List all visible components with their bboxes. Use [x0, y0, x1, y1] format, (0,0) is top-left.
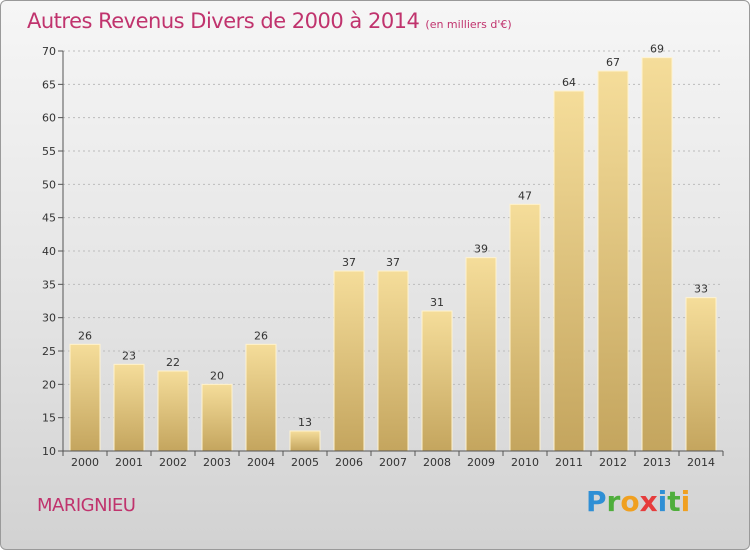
data-label: 37 — [386, 256, 400, 269]
data-label: 47 — [518, 189, 532, 202]
data-label: 23 — [122, 349, 136, 362]
logo-letter: r — [606, 485, 621, 518]
x-tick-label: 2002 — [159, 456, 187, 469]
bar — [245, 343, 277, 452]
logo-letter: i — [680, 485, 691, 518]
x-tick-label: 2012 — [599, 456, 627, 469]
y-tick-label: 45 — [42, 212, 56, 225]
logo-letter: P — [586, 485, 607, 518]
x-tick-label: 2001 — [115, 456, 143, 469]
bar — [157, 370, 189, 452]
y-tick-label: 55 — [42, 145, 56, 158]
x-tick-label: 2014 — [687, 456, 715, 469]
y-tick-label: 25 — [42, 345, 56, 358]
x-tick-label: 2008 — [423, 456, 451, 469]
y-tick-label: 40 — [42, 245, 56, 258]
x-tick-label: 2010 — [511, 456, 539, 469]
x-tick-label: 2006 — [335, 456, 363, 469]
logo-letter: i — [657, 485, 668, 518]
x-tick-label: 2007 — [379, 456, 407, 469]
bar — [641, 57, 673, 452]
y-tick-label: 35 — [42, 278, 56, 291]
data-label: 26 — [254, 329, 268, 342]
axes: 10 15 20 25 30 35 40 45 50 55 60 65 70 2000 2001 2002 20… — [42, 45, 724, 469]
data-label: 31 — [430, 296, 444, 309]
x-tick-label: 2005 — [291, 456, 319, 469]
data-label: 67 — [606, 56, 620, 69]
bar — [421, 310, 453, 452]
bar — [289, 430, 321, 452]
y-tick-label: 70 — [42, 45, 56, 58]
y-tick-label: 30 — [42, 312, 56, 325]
data-label: 13 — [298, 416, 312, 429]
data-label: 69 — [650, 43, 664, 56]
bar — [597, 70, 629, 452]
chart-unit: (en milliers d'€) — [425, 18, 512, 31]
x-tick-label: 2009 — [467, 456, 495, 469]
chart-title: Autres Revenus Divers de 2000 à 2014 — [27, 9, 420, 33]
data-label: 39 — [474, 243, 488, 256]
data-label: 33 — [694, 283, 708, 296]
y-tick-label: 10 — [42, 445, 56, 458]
x-tick-label: 2003 — [203, 456, 231, 469]
logo-letter: o — [620, 485, 640, 518]
data-label: 37 — [342, 256, 356, 269]
y-tick-label: 50 — [42, 178, 56, 191]
data-label: 22 — [166, 356, 180, 369]
proxiti-logo[interactable]: Proxiti — [586, 485, 690, 518]
y-tick-label: 65 — [42, 78, 56, 91]
y-tick-label: 15 — [42, 412, 56, 425]
bar — [113, 363, 145, 452]
x-tick-label: 2011 — [555, 456, 583, 469]
chart-title-block: Autres Revenus Divers de 2000 à 2014 (en … — [27, 9, 512, 33]
x-tick-label: 2013 — [643, 456, 671, 469]
bar — [685, 297, 717, 452]
x-tick-label: 2000 — [71, 456, 99, 469]
commune-name: MARIGNIEU — [37, 495, 136, 516]
bar — [333, 270, 365, 452]
bar — [201, 383, 233, 452]
logo-letter: t — [667, 485, 681, 518]
data-label: 64 — [562, 76, 576, 89]
x-tick-label: 2004 — [247, 456, 275, 469]
bars — [69, 57, 717, 452]
bar — [509, 203, 541, 452]
data-label: 20 — [210, 369, 224, 382]
data-label: 26 — [78, 329, 92, 342]
data-labels: 26 23 22 20 26 13 37 37 31 39 47 64 67 69 33 — [78, 43, 708, 429]
y-tick-label: 60 — [42, 112, 56, 125]
y-tick-label: 20 — [42, 378, 56, 391]
bar — [377, 270, 409, 452]
bar — [465, 257, 497, 452]
logo-letter: x — [639, 485, 658, 518]
bar — [69, 343, 101, 452]
bar — [553, 90, 585, 452]
